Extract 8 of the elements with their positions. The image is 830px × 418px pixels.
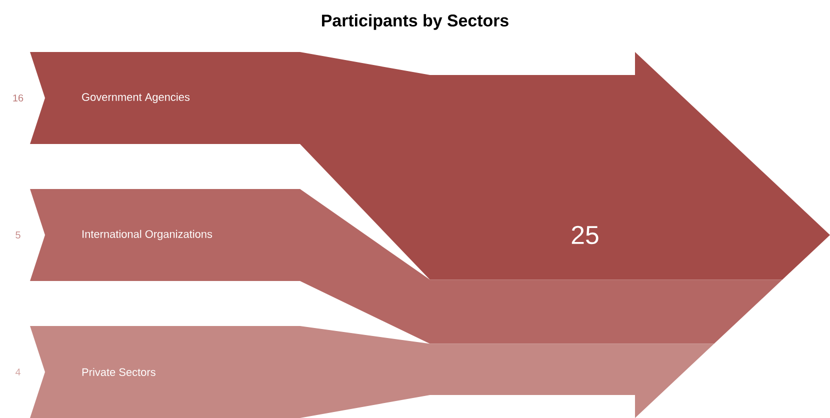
data-label: 4 (15, 368, 20, 376)
data-label: 5 (16, 232, 20, 238)
category-label: Government Agencies (82, 92, 190, 104)
category-label: International Organizations (82, 230, 212, 240)
text: 25 (572, 226, 598, 244)
data-label: 16 (13, 94, 24, 102)
category-label: Private Sectors (82, 368, 156, 376)
text: Participants by Sectors (322, 14, 508, 30)
